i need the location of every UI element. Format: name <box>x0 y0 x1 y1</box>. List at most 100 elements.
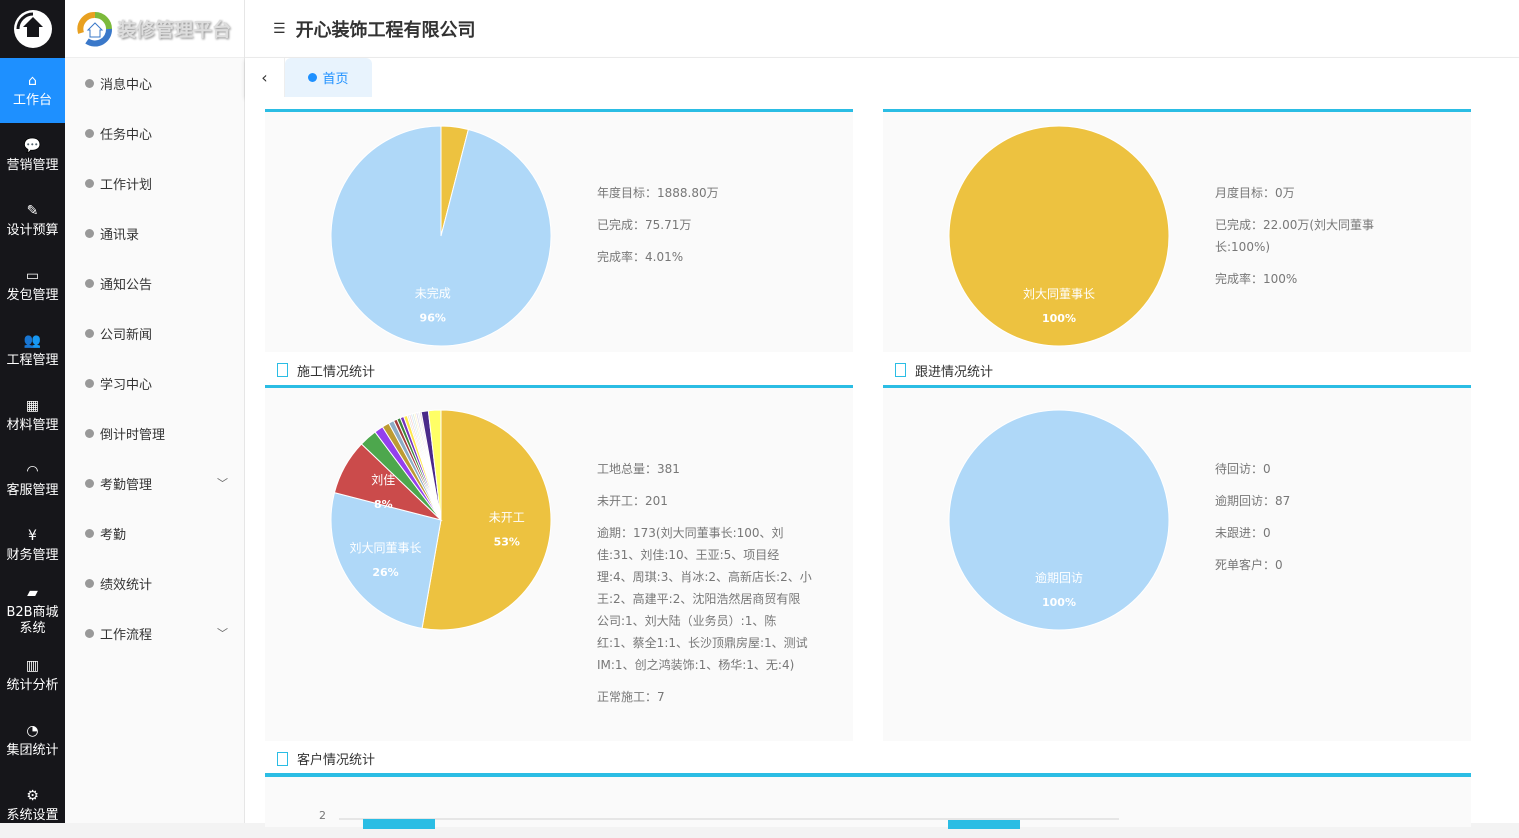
submenu-item-6[interactable]: 学习中心 <box>65 358 244 408</box>
users-icon: 👥 <box>23 332 42 349</box>
nav-item-1[interactable]: 💬 营销管理 <box>0 123 65 188</box>
submenu-item-10[interactable]: 绩效统计 <box>65 558 244 608</box>
monthly-info: 月度目标：0万 已完成：22.00万(刘大同董事长:100%) 完成率：100% <box>1215 182 1405 300</box>
customer-panel-header: 客户情况统计 <box>265 744 1471 773</box>
bullet-icon <box>85 428 94 438</box>
slice-pct: 53% <box>494 536 520 549</box>
nav-item-11[interactable]: ⚙ 系统设置 <box>0 773 65 838</box>
grid-icon: ▦ <box>25 397 40 414</box>
normal-construction: 正常施工：7 <box>597 690 665 704</box>
nav-item-9[interactable]: ▥ 统计分析 <box>0 643 65 708</box>
nav-item-label: 材料管理 <box>6 417 59 433</box>
nav-item-3[interactable]: ▭ 发包管理 <box>0 253 65 318</box>
panel-divider <box>265 773 1471 777</box>
nav-item-7[interactable]: ¥ 财务管理 <box>0 513 65 578</box>
nav-item-label: 发包管理 <box>6 287 59 303</box>
panel-title: 施工情况统计 <box>297 364 376 380</box>
bar-chart-icon: ▥ <box>25 657 40 674</box>
slice-label: 刘大同董事长 <box>350 541 422 555</box>
monitor-icon: ▭ <box>25 267 40 284</box>
panel-divider <box>265 385 853 388</box>
company-title: 开心装饰工程有限公司 <box>295 19 476 41</box>
nav-item-5[interactable]: ▦ 材料管理 <box>0 383 65 448</box>
submenu-item-9[interactable]: 考勤 <box>65 508 244 558</box>
nav-item-8[interactable]: ▰ B2B商城系统 <box>0 578 65 643</box>
panel-divider <box>883 385 1471 388</box>
nav-item-10[interactable]: ◔ 集团统计 <box>0 708 65 773</box>
panel-divider <box>883 109 1471 112</box>
tab-label: 首页 <box>322 72 349 87</box>
slice-pct: 96% <box>420 311 446 324</box>
gear-icon: ⚙ <box>26 787 39 804</box>
header: ☰ 开心装饰工程有限公司 <box>245 0 1519 58</box>
grid-line <box>659 818 1119 820</box>
monthly-target-panel: 刘大同董事长 100% 月度目标：0万 已完成：22.00万(刘大同董事长:100… <box>883 112 1471 352</box>
submenu-item-11[interactable]: 工作流程 ﹀ <box>65 608 244 658</box>
submenu-label: 考勤管理 <box>100 477 153 493</box>
monthly-pie-chart: 刘大同董事长 100% <box>948 125 1170 347</box>
slice-label: 刘大同董事长 <box>1023 287 1095 301</box>
headset-icon: ◠ <box>26 462 39 479</box>
construction-pie-chart: 未开工 53% 刘大同董事长 26% 刘佳 8% <box>330 409 552 631</box>
submenu-item-2[interactable]: 工作计划 <box>65 158 244 208</box>
slice-pct: 100% <box>1042 312 1076 325</box>
annual-rate: 完成率：4.01% <box>597 250 684 264</box>
edit-icon: ✎ <box>26 202 39 219</box>
nav-item-label: 客服管理 <box>6 482 59 498</box>
followup-panel-header: 跟进情况统计 <box>883 355 1471 385</box>
grid-line <box>339 818 659 820</box>
menu-collapse-icon[interactable]: ☰ <box>273 20 286 37</box>
nav-item-6[interactable]: ◠ 客服管理 <box>0 448 65 513</box>
slice-pct: 8% <box>374 498 393 511</box>
bullet-icon <box>85 178 94 188</box>
followup-pie-chart: 逾期回访 100% <box>948 409 1170 631</box>
bag-icon: ▰ <box>27 584 38 601</box>
submenu-label: 倒计时管理 <box>100 427 166 443</box>
panel-divider <box>265 109 853 112</box>
app-logo <box>0 0 65 58</box>
total-sites: 工地总量：381 <box>597 462 680 476</box>
not-started: 未开工：201 <box>597 494 668 508</box>
slice-label: 逾期回访 <box>1035 570 1083 585</box>
submenu-label: 通知公告 <box>100 277 153 293</box>
submenu-item-3[interactable]: 通讯录 <box>65 208 244 258</box>
nav-item-0[interactable]: ⌂ 工作台 <box>0 58 65 123</box>
yen-icon: ¥ <box>28 527 37 544</box>
construction-panel: 未开工 53% 刘大同董事长 26% 刘佳 8% 工地总量：381 未开工：201 逾期：… <box>265 388 853 741</box>
monthly-target: 月度目标：0万 <box>1215 186 1295 200</box>
slice-pct: 100% <box>1042 596 1076 609</box>
nav-item-label: 系统设置 <box>6 807 59 823</box>
nav-item-label: 财务管理 <box>6 547 59 563</box>
nav-item-4[interactable]: 👥 工程管理 <box>0 318 65 383</box>
bullet-icon <box>85 528 94 538</box>
submenu-label: 公司新闻 <box>100 327 153 343</box>
home-icon: ⌂ <box>28 72 37 89</box>
slice-label: 刘佳 <box>371 473 395 487</box>
panel-title: 跟进情况统计 <box>915 364 994 380</box>
nav-item-2[interactable]: ✎ 设计预算 <box>0 188 65 253</box>
tab-scroll-left-icon[interactable]: ‹ <box>245 58 285 97</box>
active-dot-icon <box>308 73 318 82</box>
submenu-item-8[interactable]: 考勤管理 ﹀ <box>65 458 244 508</box>
annual-target-panel: 未完成 96% 年度目标：1888.80万 已完成：75.71万 完成率：4.01… <box>265 112 853 352</box>
submenu-label: 学习中心 <box>100 377 153 393</box>
followup-panel: 逾期回访 100% 待回访：0 逾期回访：87 未跟进：0 死单客户：0 <box>883 388 1471 741</box>
submenu-label: 工作流程 <box>100 627 153 643</box>
submenu-item-0[interactable]: 消息中心 <box>65 58 244 108</box>
followup-info: 待回访：0 逾期回访：87 未跟进：0 死单客户：0 <box>1215 458 1290 586</box>
annual-info: 年度目标：1888.80万 已完成：75.71万 完成率：4.01% <box>597 182 719 278</box>
document-icon <box>277 363 288 377</box>
dashboard: 未完成 96% 年度目标：1888.80万 已完成：75.71万 完成率：4.01… <box>245 97 1519 829</box>
submenu-item-7[interactable]: 倒计时管理 <box>65 408 244 458</box>
brand-name: 装修管理平台 <box>117 19 232 41</box>
tab-home[interactable]: 首页 <box>285 58 372 97</box>
submenu-item-4[interactable]: 通知公告 <box>65 258 244 308</box>
submenu-item-1[interactable]: 任务中心 <box>65 108 244 158</box>
submenu-item-5[interactable]: 公司新闻 <box>65 308 244 358</box>
main-nav: ⌂ 工作台 💬 营销管理 ✎ 设计预算 ▭ 发包管理 👥 工程管理 ▦ 材料管理 ◠ 客服管理 ¥ 财务管理 ▰… <box>0 0 65 823</box>
slice-label: 未完成 <box>415 285 451 300</box>
bullet-icon <box>85 328 94 338</box>
nav-item-label: 工程管理 <box>6 352 59 368</box>
bullet-icon <box>85 478 94 488</box>
overdue: 逾期：173(刘大同董事长:100、刘佳:31、刘佳:10、王亚:5、项目经理:… <box>597 526 812 672</box>
